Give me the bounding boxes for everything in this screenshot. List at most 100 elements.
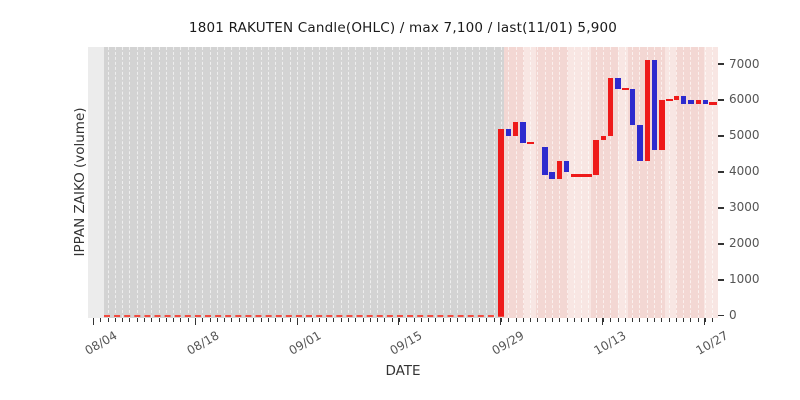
candle-up	[644, 60, 650, 162]
day-gridline	[333, 47, 335, 318]
day-gridline	[668, 47, 670, 318]
x-minor-tick	[435, 318, 437, 322]
candle-down	[549, 171, 555, 180]
day-gridline	[391, 47, 393, 318]
x-minor-tick	[340, 318, 342, 322]
zero-dashed-line	[104, 314, 504, 317]
x-minor-tick	[267, 318, 269, 322]
day-gridline	[122, 47, 124, 318]
x-minor-tick	[311, 318, 313, 322]
x-major-tick	[602, 318, 604, 325]
y-tick-label: 5000	[729, 128, 760, 143]
day-gridline	[202, 47, 204, 318]
day-gridline	[624, 47, 626, 318]
y-tick-mark	[718, 171, 724, 173]
day-gridline	[566, 47, 568, 318]
x-minor-tick	[515, 318, 517, 322]
day-gridline	[362, 47, 364, 318]
day-gridline	[209, 47, 211, 318]
x-minor-tick	[100, 318, 102, 322]
x-minor-tick	[573, 318, 575, 322]
x-minor-tick	[202, 318, 204, 322]
day-gridline	[471, 47, 473, 318]
day-gridline	[530, 47, 532, 318]
x-minor-tick	[369, 318, 371, 322]
day-gridline	[552, 47, 554, 318]
day-gridline	[705, 47, 707, 318]
x-minor-tick	[457, 318, 459, 322]
plot-area	[88, 47, 718, 318]
x-minor-tick	[646, 318, 648, 322]
day-gridline	[384, 47, 386, 318]
x-minor-tick	[712, 318, 714, 322]
zero-period-region	[104, 47, 504, 318]
x-minor-tick	[318, 318, 320, 322]
x-minor-tick	[639, 318, 641, 322]
x-minor-tick	[275, 318, 277, 322]
active-period-light-stripe	[523, 47, 536, 318]
y-tick-label: 7000	[729, 56, 760, 71]
day-gridline	[326, 47, 328, 318]
candle-up	[607, 78, 614, 136]
x-major-tick	[704, 318, 706, 325]
x-minor-tick	[530, 318, 532, 322]
x-minor-tick	[122, 318, 124, 322]
x-axis-title: DATE	[385, 363, 421, 379]
day-gridline	[450, 47, 451, 318]
y-tick-mark	[718, 242, 724, 245]
day-gridline	[661, 47, 663, 318]
day-gridline	[180, 47, 182, 318]
day-gridline	[581, 47, 583, 318]
day-gridline	[144, 47, 145, 318]
day-gridline	[129, 47, 131, 318]
y-tick-mark	[718, 278, 724, 281]
x-tick-label: 09/15	[387, 328, 425, 358]
flat-mark	[526, 142, 534, 145]
day-gridline	[442, 47, 444, 318]
day-gridline	[515, 47, 517, 318]
y-tick-label: 2000	[729, 236, 760, 251]
day-gridline	[165, 47, 167, 318]
active-period-light-stripe	[617, 47, 628, 318]
flat-mark	[665, 98, 673, 102]
x-minor-tick	[151, 318, 153, 322]
y-tick-label: 4000	[729, 164, 760, 179]
x-minor-tick	[683, 318, 685, 322]
x-minor-tick	[420, 318, 422, 322]
x-tick-label: 09/29	[489, 328, 527, 358]
day-gridline	[151, 47, 153, 318]
day-gridline	[369, 47, 371, 318]
x-minor-tick	[442, 318, 444, 322]
x-minor-tick	[544, 318, 546, 322]
x-minor-tick	[624, 318, 626, 322]
day-gridline	[697, 47, 699, 318]
x-minor-tick	[362, 318, 364, 322]
x-tick-label: 09/01	[286, 328, 324, 358]
day-gridline	[683, 47, 685, 318]
x-minor-tick	[654, 318, 656, 322]
candle-down	[681, 96, 687, 104]
x-minor-tick	[114, 318, 116, 322]
x-minor-tick	[603, 318, 605, 322]
day-gridline	[348, 47, 349, 318]
day-gridline	[559, 47, 561, 318]
x-minor-tick	[391, 318, 393, 322]
x-major-tick	[398, 318, 400, 325]
day-gridline	[654, 47, 656, 318]
day-gridline	[675, 47, 677, 318]
x-minor-tick	[224, 318, 226, 322]
candle-up	[673, 96, 680, 100]
candle-down	[629, 89, 636, 126]
y-tick-mark	[718, 314, 724, 317]
x-minor-tick	[377, 318, 379, 322]
active-period-light-stripe	[704, 47, 718, 318]
day-gridline	[413, 47, 415, 318]
x-minor-tick	[595, 318, 597, 322]
x-minor-tick	[260, 318, 262, 322]
x-minor-tick	[246, 318, 247, 322]
x-minor-tick	[450, 318, 451, 322]
day-gridline	[216, 47, 218, 318]
x-major-tick	[195, 318, 197, 325]
x-minor-tick	[588, 318, 590, 322]
